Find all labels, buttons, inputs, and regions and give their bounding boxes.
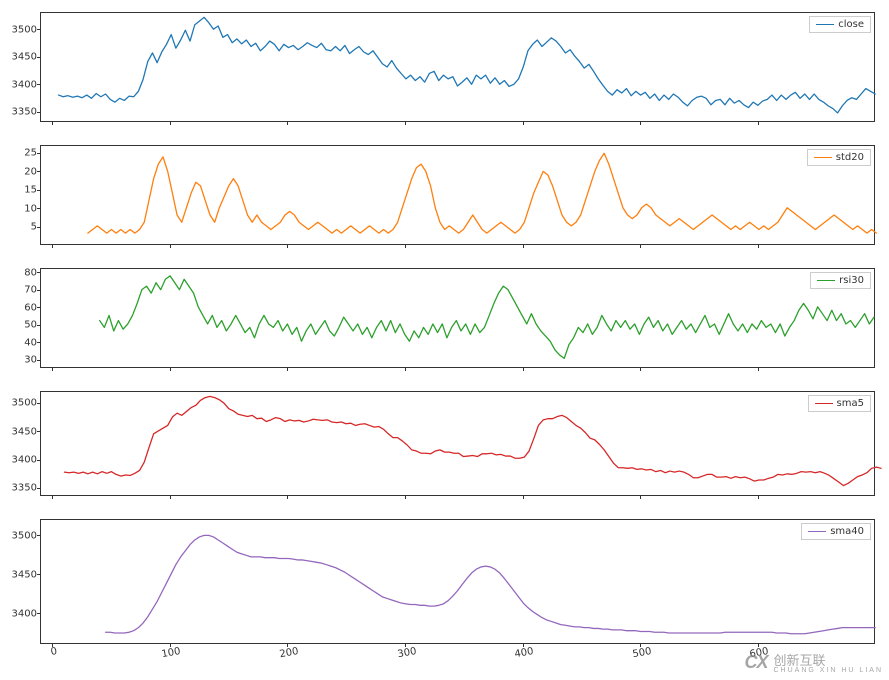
xtick-mark (640, 495, 641, 499)
xtick-mark (52, 244, 53, 248)
series-sma40 (41, 520, 874, 643)
xtick-mark (287, 643, 288, 647)
legend-label: close (838, 19, 864, 30)
legend-sma5: sma5 (808, 395, 871, 412)
legend-label: rsi30 (839, 275, 864, 286)
legend-sma40: sma40 (801, 523, 871, 540)
series-rsi30 (41, 269, 874, 367)
xtick-mark (405, 495, 406, 499)
series-close (41, 13, 874, 121)
legend-rsi30: rsi30 (810, 272, 871, 289)
xtick-label: 200 (279, 646, 300, 660)
xtick-mark (640, 121, 641, 125)
xtick-mark (170, 244, 171, 248)
xtick-label: 300 (396, 646, 417, 660)
panel-close: 3350340034503500close (40, 12, 875, 122)
xtick-mark (523, 121, 524, 125)
legend-swatch (817, 280, 835, 281)
xtick-mark (287, 244, 288, 248)
xtick-label: 400 (514, 646, 535, 660)
xtick-mark (52, 367, 53, 371)
watermark-text: 创新互联CHUANG XIN HU LIAN (773, 650, 883, 674)
xtick-mark (640, 643, 641, 647)
xtick-label: 500 (632, 646, 653, 660)
xtick-mark (405, 643, 406, 647)
legend-swatch (816, 24, 834, 25)
xtick-mark (405, 244, 406, 248)
panel-std20: 510152025std20 (40, 145, 875, 245)
xtick-mark (640, 244, 641, 248)
watermark-logo: CX (744, 652, 767, 673)
xtick-mark (170, 121, 171, 125)
xtick-mark (170, 495, 171, 499)
legend-swatch (814, 157, 832, 158)
legend-swatch (808, 531, 826, 532)
legend-label: std20 (836, 152, 864, 163)
watermark-main: 创新互联 (773, 653, 825, 668)
watermark: CX 创新互联CHUANG XIN HU LIAN (744, 650, 883, 674)
panel-sma5: 3350340034503500sma5 (40, 391, 875, 496)
legend-swatch (815, 403, 833, 404)
xtick-mark (287, 121, 288, 125)
xtick-mark (523, 643, 524, 647)
legend-std20: std20 (807, 149, 871, 166)
xtick-mark (170, 367, 171, 371)
xtick-mark (758, 495, 759, 499)
series-std20 (41, 146, 874, 244)
xtick-mark (52, 121, 53, 125)
xtick-mark (523, 244, 524, 248)
xtick-mark (523, 495, 524, 499)
xtick-label: 0 (50, 646, 58, 658)
xtick-mark (405, 367, 406, 371)
panel-sma40: 3400345035000100200300400500600sma40 (40, 519, 875, 644)
xtick-mark (287, 495, 288, 499)
xtick-mark (640, 367, 641, 371)
xtick-mark (758, 121, 759, 125)
series-sma5 (41, 392, 874, 495)
xtick-mark (52, 495, 53, 499)
panel-rsi30: 304050607080rsi30 (40, 268, 875, 368)
xtick-mark (758, 367, 759, 371)
xtick-mark (405, 121, 406, 125)
xtick-mark (287, 367, 288, 371)
legend-label: sma40 (830, 526, 864, 537)
watermark-sub: CHUANG XIN HU LIAN (773, 667, 883, 674)
legend-close: close (809, 16, 871, 33)
legend-label: sma5 (837, 398, 864, 409)
xtick-label: 100 (161, 646, 182, 660)
xtick-mark (758, 244, 759, 248)
xtick-mark (523, 367, 524, 371)
